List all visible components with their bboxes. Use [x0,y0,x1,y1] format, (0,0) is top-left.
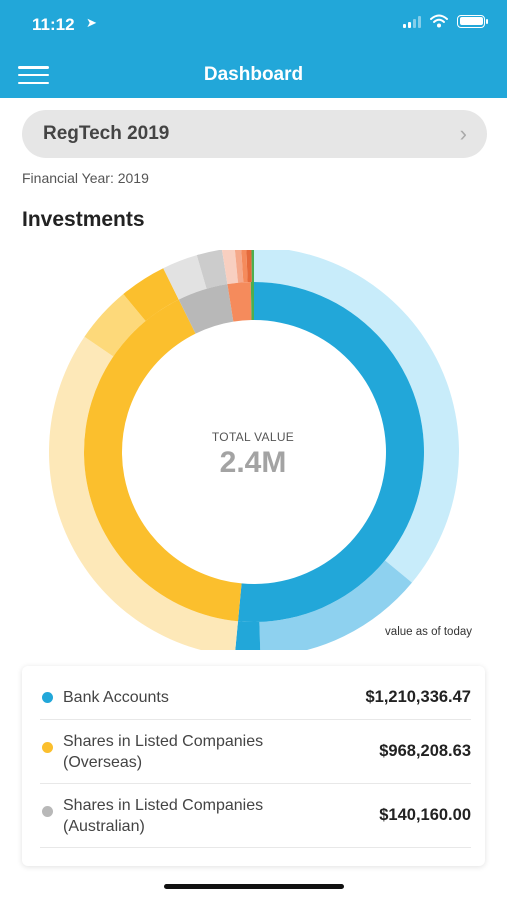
investments-chart: TOTAL VALUE 2.4M value as of today [0,250,507,650]
inner-ring-slice [83,299,242,622]
value-as-of-note: value as of today [385,626,472,638]
legend-dot [42,692,53,703]
status-bar: 11:12 ➤ [0,0,507,52]
inner-ring-slice [178,284,234,334]
outer-ring-slice [123,268,179,322]
page-title: Dashboard [203,64,304,85]
wifi-icon [430,14,448,28]
location-arrow-icon: ➤ [86,15,97,30]
outer-ring-slice [235,621,261,650]
financial-year-label: Financial Year: 2019 [22,170,149,186]
outer-ring-slice [163,255,207,300]
donut-chart [49,250,459,650]
inner-ring-slice [250,282,254,321]
signal-icon [403,14,421,28]
outer-ring-slice [251,250,254,283]
entity-name: RegTech 2019 [43,123,170,144]
holding-value: $140,160.00 [379,806,471,824]
outer-ring-slice [241,250,248,283]
hamburger-menu-icon[interactable] [18,66,49,84]
holding-label: Shares in Listed Companies (Australian) [63,797,264,835]
inner-ring-slice [227,282,252,322]
holding-value: $968,208.63 [379,742,471,760]
list-item[interactable]: Bank Accounts $1,210,336.47 [40,666,471,720]
section-title: Investments [22,208,145,231]
holding-value: $1,210,336.47 [365,688,471,706]
outer-ring-slice [196,250,228,289]
status-icons [403,14,488,28]
total-value-label: TOTAL VALUE [211,430,295,444]
home-indicator [164,884,344,889]
outer-ring-slice [259,560,412,650]
holding-label: Bank Accounts [63,689,169,706]
legend-dot [42,742,53,753]
outer-ring-slice [84,294,146,357]
nav-bar: Dashboard [0,52,507,98]
outer-ring-slice [234,250,244,283]
status-time: 11:12 [32,15,75,34]
outer-ring-slice [222,250,239,285]
entity-selector-button[interactable]: RegTech 2019 › [22,110,487,158]
outer-ring-slice [254,250,459,583]
list-item[interactable]: Shares in Listed Companies (Overseas) $9… [40,720,471,784]
chevron-right-icon: › [459,121,467,146]
outer-ring-slice [246,250,252,283]
legend-dot [42,806,53,817]
list-item[interactable]: Shares in Listed Companies (Australian) … [40,784,471,848]
holdings-list: Bank Accounts $1,210,336.47 Shares in Li… [22,666,485,866]
outer-ring-slice [49,336,239,650]
holding-label: Shares in Listed Companies (Overseas) [63,733,264,771]
inner-ring-slice [238,282,424,622]
battery-icon [457,14,488,28]
total-value: 2.4M [219,446,287,479]
